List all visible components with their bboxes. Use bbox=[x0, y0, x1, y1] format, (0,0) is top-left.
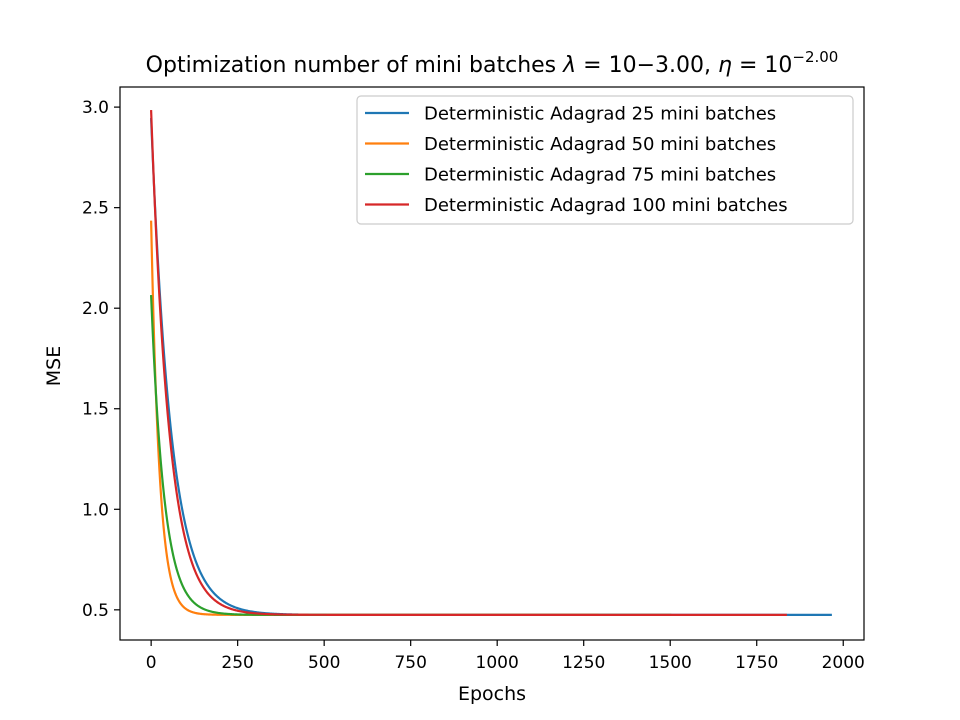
y-axis-ticks: 0.5 1.0 1.5 2.0 2.5 3.0 bbox=[82, 98, 120, 621]
legend-label-3: Deterministic Adagrad 75 mini batches bbox=[424, 165, 776, 186]
x-tick-label: 2000 bbox=[822, 653, 865, 673]
plot-frame bbox=[119, 86, 865, 641]
title-eta-eq: = 10 bbox=[732, 53, 792, 78]
legend-box bbox=[356, 95, 854, 225]
x-tick-label: 1750 bbox=[735, 653, 778, 673]
title-lambda: λ bbox=[562, 53, 576, 78]
x-tick-label: 0 bbox=[146, 653, 157, 673]
title-lambda-eq: = 10−3.00, bbox=[576, 53, 718, 78]
x-tick-label: 750 bbox=[394, 653, 426, 673]
chart-title: Optimization number of mini batches λ = … bbox=[146, 48, 839, 78]
y-axis-label: MSE bbox=[43, 346, 65, 386]
title-eta-exponent: −2.00 bbox=[792, 48, 838, 66]
y-tick-label: 1.0 bbox=[82, 500, 109, 520]
title-prefix: Optimization number of mini batches bbox=[146, 53, 563, 78]
legend-label-2: Deterministic Adagrad 50 mini batches bbox=[424, 134, 776, 155]
title-eta: η bbox=[718, 53, 732, 78]
x-tick-label: 250 bbox=[221, 653, 253, 673]
legend-label-4: Deterministic Adagrad 100 mini batches bbox=[424, 195, 788, 216]
x-tick-label: 1250 bbox=[562, 653, 605, 673]
series-lines bbox=[149, 109, 832, 616]
x-axis-label: Epochs bbox=[458, 683, 526, 705]
y-tick-label: 2.5 bbox=[82, 199, 109, 219]
x-tick-label: 500 bbox=[308, 653, 340, 673]
x-axis-ticks: 0 250 500 750 1000 1250 1500 1750 2000 bbox=[146, 640, 865, 673]
legend-label-1: Deterministic Adagrad 25 mini batches bbox=[424, 104, 776, 125]
y-tick-label: 1.5 bbox=[82, 400, 109, 420]
y-tick-label: 2.0 bbox=[82, 299, 109, 319]
y-tick-label: 3.0 bbox=[82, 98, 109, 118]
series-line-4 bbox=[150, 109, 787, 616]
legend: Deterministic Adagrad 25 mini batches Det… bbox=[356, 95, 854, 225]
y-tick-label: 0.5 bbox=[82, 601, 109, 621]
x-tick-label: 1500 bbox=[649, 653, 692, 673]
x-tick-label: 1000 bbox=[476, 653, 519, 673]
legend-items: Deterministic Adagrad 25 mini batches Det… bbox=[365, 104, 788, 216]
